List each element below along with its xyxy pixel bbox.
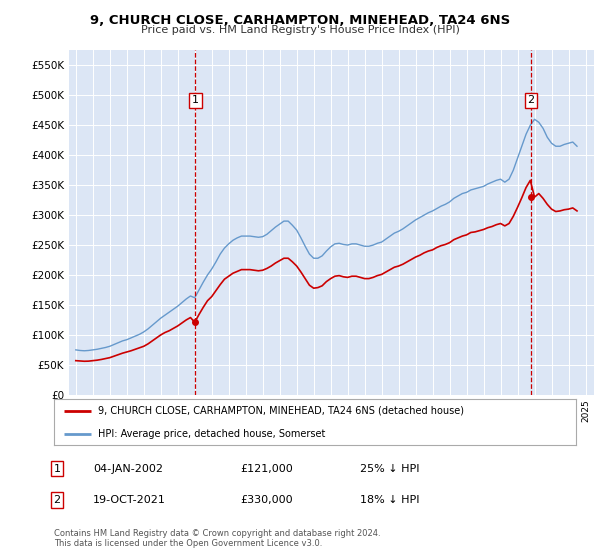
Text: 1: 1 [192,95,199,105]
Text: 19-OCT-2021: 19-OCT-2021 [93,495,166,505]
Text: £330,000: £330,000 [240,495,293,505]
Text: Price paid vs. HM Land Registry's House Price Index (HPI): Price paid vs. HM Land Registry's House … [140,25,460,35]
Text: HPI: Average price, detached house, Somerset: HPI: Average price, detached house, Some… [98,429,326,438]
Text: £121,000: £121,000 [240,464,293,474]
Text: 2: 2 [53,495,61,505]
Text: 18% ↓ HPI: 18% ↓ HPI [360,495,419,505]
Text: 9, CHURCH CLOSE, CARHAMPTON, MINEHEAD, TA24 6NS: 9, CHURCH CLOSE, CARHAMPTON, MINEHEAD, T… [90,14,510,27]
Text: 1: 1 [53,464,61,474]
Text: 04-JAN-2002: 04-JAN-2002 [93,464,163,474]
Text: 9, CHURCH CLOSE, CARHAMPTON, MINEHEAD, TA24 6NS (detached house): 9, CHURCH CLOSE, CARHAMPTON, MINEHEAD, T… [98,406,464,416]
Text: Contains HM Land Registry data © Crown copyright and database right 2024.
This d: Contains HM Land Registry data © Crown c… [54,529,380,548]
Text: 25% ↓ HPI: 25% ↓ HPI [360,464,419,474]
Text: 2: 2 [527,95,535,105]
